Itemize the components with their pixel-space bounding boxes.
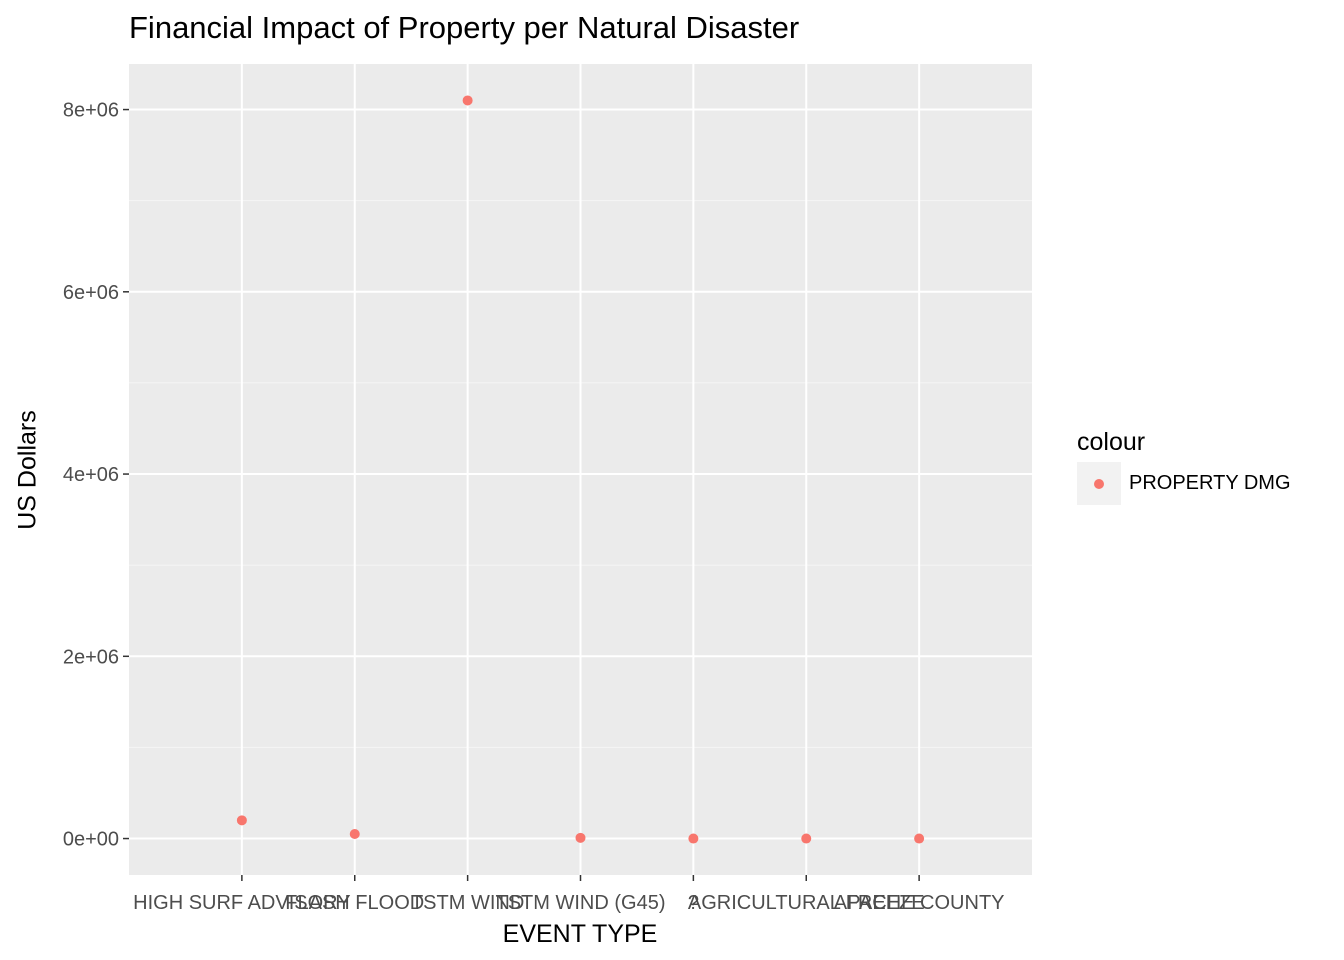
y-tick-label: 8e+06: [63, 100, 119, 122]
y-tick-label: 0e+00: [63, 829, 119, 851]
data-point: [462, 95, 473, 106]
x-tick-label: AGRICULTURAL FREEZE: [688, 892, 925, 914]
chart-title: Financial Impact of Property per Natural…: [129, 10, 800, 45]
data-point: [575, 832, 586, 843]
data-point: [349, 828, 360, 839]
x-axis-title: EVENT TYPE: [502, 920, 658, 948]
y-axis-title: US Dollars: [13, 410, 42, 530]
data-point: [914, 833, 925, 844]
legend-label: PROPERTY DMG: [1129, 472, 1291, 494]
x-tick-label: TSTM WIND (G45): [496, 892, 666, 914]
data-point: [688, 833, 699, 844]
legend-item: PROPERTY DMG: [1077, 462, 1291, 505]
y-tick-label: 2e+06: [63, 646, 119, 668]
x-tick-label: APACHE COUNTY: [834, 892, 1005, 914]
x-tick-label: FLASH FLOOD: [285, 892, 424, 914]
x-tick-label: TSTM WIND: [411, 892, 524, 914]
legend-key: [1077, 462, 1121, 505]
y-tick-label: 4e+06: [63, 464, 119, 486]
major-gridlines: [129, 64, 1032, 875]
x-tick-label: ?: [688, 892, 699, 914]
data-points: [236, 95, 925, 844]
y-tick-label: 6e+06: [63, 282, 119, 304]
data-point: [236, 815, 247, 826]
legend-point-icon: [1094, 479, 1104, 489]
x-tick-label: HIGH SURF ADVISORY: [133, 892, 350, 914]
y-axis-ticks: 0e+00 2e+06 4e+06 6e+06 8e+06: [63, 100, 129, 851]
legend: colour PROPERTY DMG: [1077, 428, 1291, 505]
legend-title: colour: [1077, 428, 1146, 456]
data-point: [801, 833, 812, 844]
